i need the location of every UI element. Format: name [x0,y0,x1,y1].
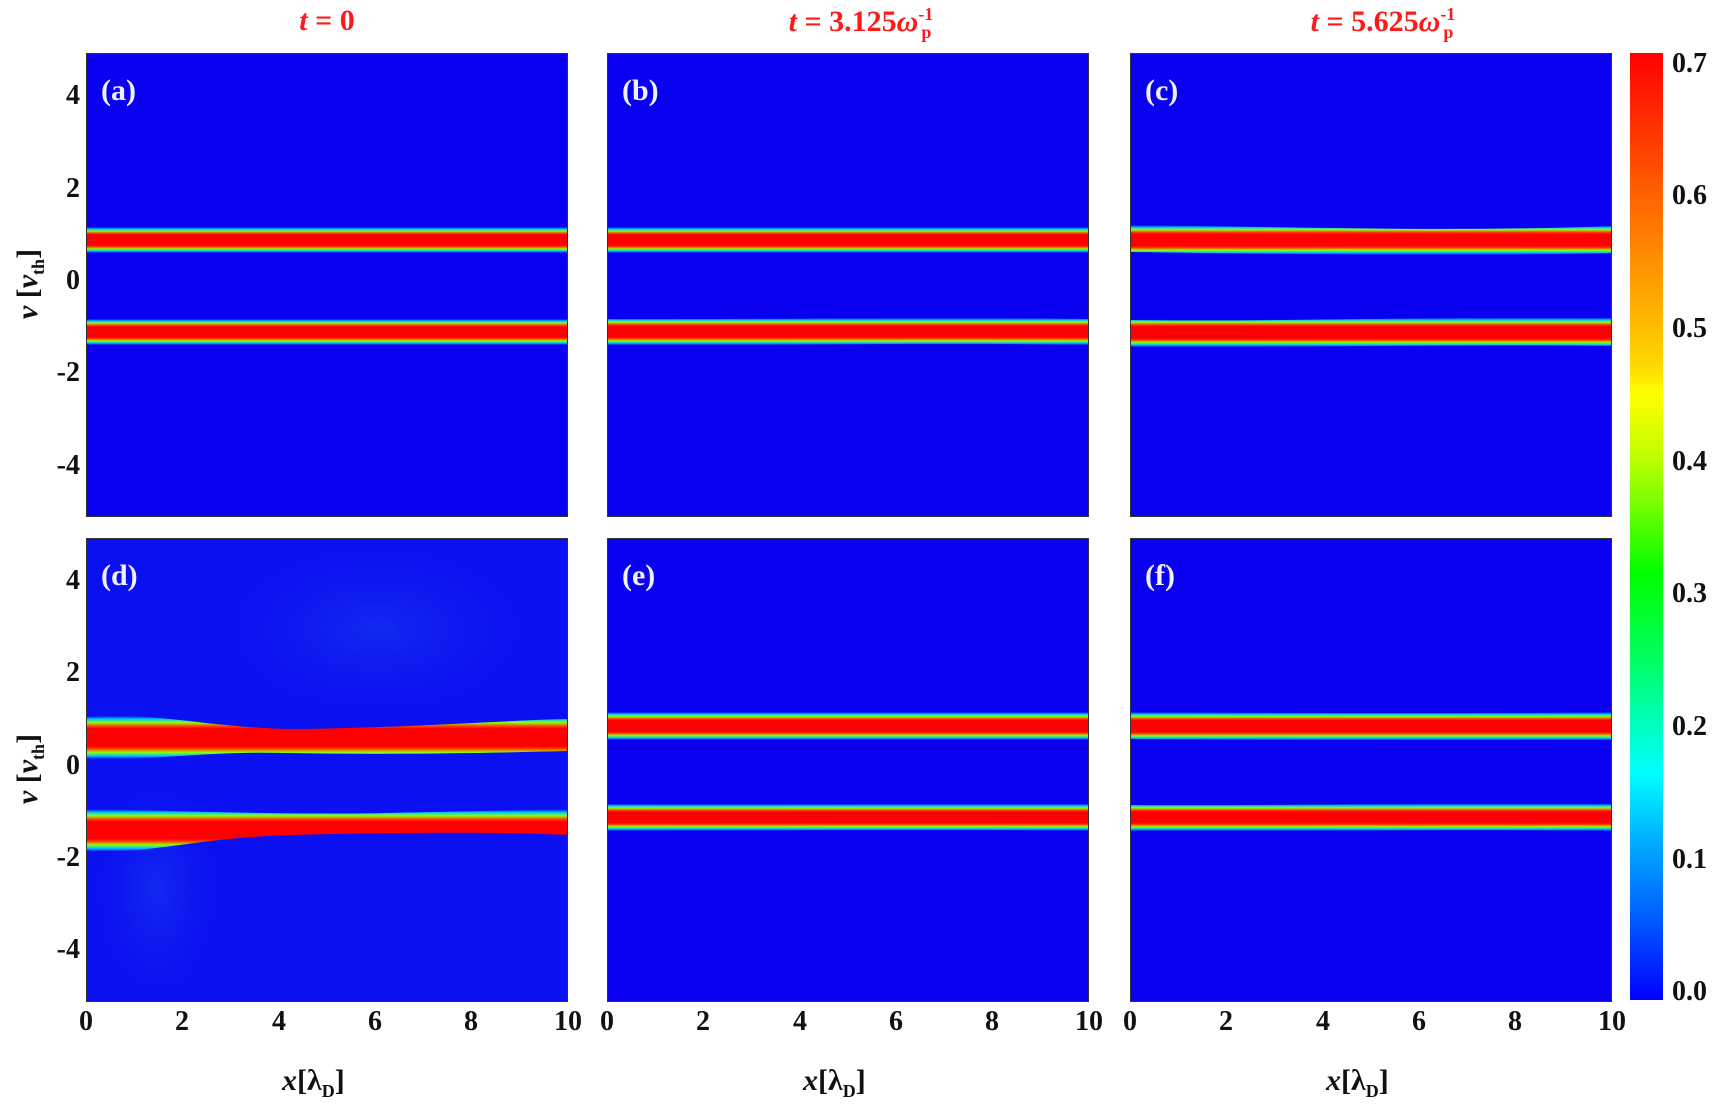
time-var: t [299,4,308,37]
sub: D [1365,1081,1379,1101]
sub: D [842,1081,856,1101]
y-axis-label: v [vth] [11,224,49,344]
bracket: [ [11,773,44,791]
colorbar-tick: 0.7 [1672,48,1707,79]
panel-a: (a) [86,53,568,517]
colorbar [1630,53,1663,1000]
y-tick: 2 [66,173,80,204]
panel-label: (a) [101,74,136,107]
x-tick: 8 [1508,1006,1522,1037]
x-tick: 4 [793,1006,807,1037]
y-tick: 0 [66,750,80,781]
bracket: [λ [297,1064,322,1097]
x-tick: 6 [368,1006,382,1037]
var: v [11,305,44,320]
beam-plot [87,539,567,1001]
var: x [1326,1064,1341,1097]
sub: D [321,1081,335,1101]
sym: v [11,274,44,289]
x-tick: 0 [600,1006,614,1037]
exponent: -1 [918,4,934,24]
bracket: ] [11,733,44,744]
colorbar-tick: 0.1 [1672,844,1707,875]
omega-symbol: ω [896,5,919,38]
colorbar-tick: 0.5 [1672,313,1707,344]
beam-plot [1131,712,1611,832]
x-tick: 2 [1219,1006,1233,1037]
x-tick: 0 [1123,1006,1137,1037]
bracket: ] [855,1064,866,1097]
x-tick: 0 [79,1006,93,1037]
x-tick: 10 [554,1006,582,1037]
time-var: t [1310,5,1319,38]
sub: th [28,743,48,760]
y-axis-label: v [vth] [11,709,49,829]
panel-label: (f) [1145,559,1175,592]
column-title-t0: t = 0 [277,4,377,38]
panel-f: (f) [1130,538,1612,1002]
panel-label: (e) [622,559,656,592]
panel-label: (c) [1145,74,1179,107]
time-value: = 0 [307,4,355,37]
beam-plot [87,227,567,345]
y-tick: 2 [66,657,80,688]
panel-b: (b) [607,53,1089,517]
y-tick: 4 [66,80,80,111]
sym: v [11,759,44,774]
omega-symbol: ω [1418,5,1441,38]
sub: th [28,258,48,275]
panel-e: (e) [607,538,1089,1002]
y-tick: -2 [56,357,80,388]
beam-plot [608,712,1088,831]
x-tick: 4 [272,1006,286,1037]
column-title-t5: t = 5.625ω-1p [1262,4,1502,43]
x-tick: 2 [696,1006,710,1037]
colorbar-tick: 0.2 [1672,711,1707,742]
y-tick: 0 [66,265,80,296]
bracket: ] [11,248,44,259]
time-value: = 5.625 [1319,5,1419,38]
panel-d: (d) [86,538,568,1002]
subscript: p [1443,22,1454,42]
var: x [803,1064,818,1097]
panel-label: (b) [622,74,659,107]
beam-plot [608,227,1088,346]
colorbar-tick: 0.3 [1672,578,1707,609]
column-title-t3: t = 3.125ω-1p [740,4,980,43]
x-axis-label: x[λD] [1326,1064,1389,1102]
bracket: [λ [1341,1064,1366,1097]
x-tick: 6 [1412,1006,1426,1037]
bracket: [λ [818,1064,843,1097]
x-axis-label: x[λD] [803,1064,866,1102]
x-tick: 6 [889,1006,903,1037]
time-value: = 3.125 [797,5,897,38]
var: v [11,790,44,805]
colorbar-tick: 0.4 [1672,446,1707,477]
beam-plot [1131,225,1611,348]
x-tick: 2 [175,1006,189,1037]
x-tick: 10 [1075,1006,1103,1037]
x-tick: 10 [1598,1006,1626,1037]
y-tick: -4 [56,450,80,481]
subscript: p [921,22,932,42]
bracket: ] [334,1064,345,1097]
y-tick: -2 [56,842,80,873]
bracket: [ [11,288,44,306]
x-tick: 8 [985,1006,999,1037]
panel-label: (d) [101,559,138,592]
x-tick: 8 [464,1006,478,1037]
time-var: t [788,5,797,38]
x-tick: 4 [1316,1006,1330,1037]
bracket: ] [1378,1064,1389,1097]
x-axis-label: x[λD] [282,1064,345,1102]
colorbar-tick: 0.6 [1672,180,1707,211]
y-tick: 4 [66,565,80,596]
var: x [282,1064,297,1097]
y-tick: -4 [56,934,80,965]
panel-c: (c) [1130,53,1612,517]
colorbar-tick: 0.0 [1672,976,1707,1007]
exponent: -1 [1440,4,1456,24]
